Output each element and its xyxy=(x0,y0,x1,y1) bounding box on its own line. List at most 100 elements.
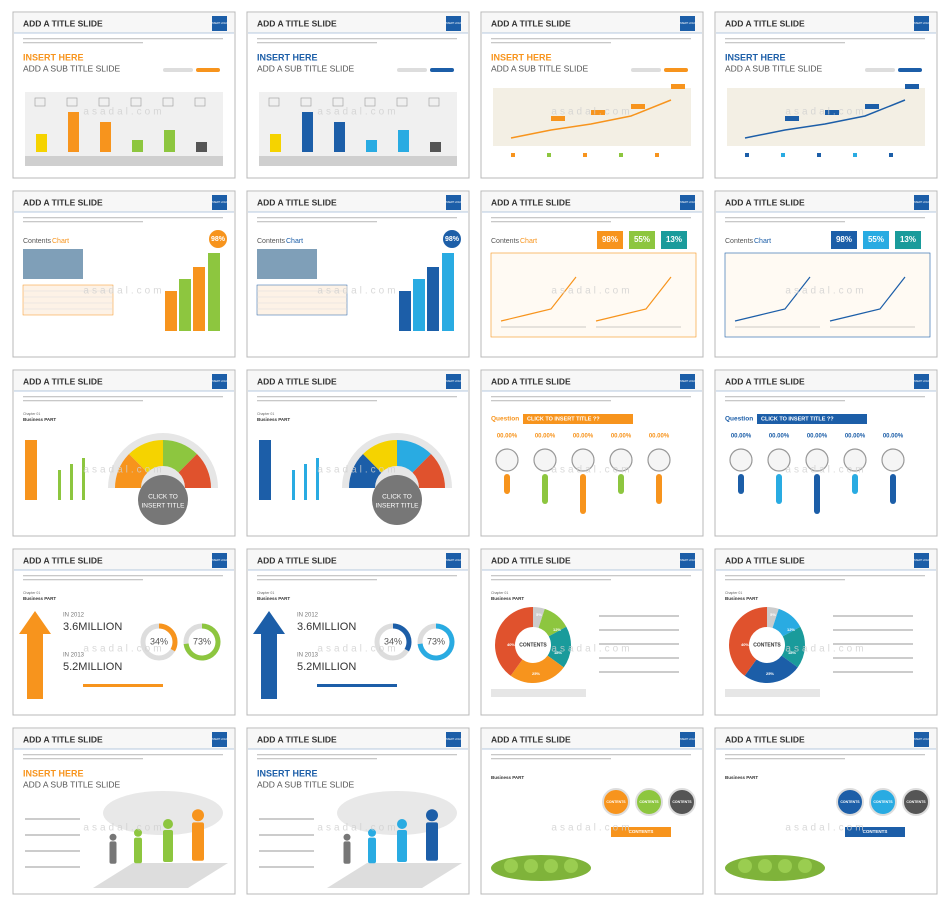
text-line xyxy=(25,866,80,868)
watermark: asadal.com xyxy=(551,644,632,655)
gauge-segment xyxy=(163,440,197,473)
slide-text: 12% xyxy=(553,627,561,632)
flag xyxy=(631,104,645,109)
slide-text: Chapter 01 xyxy=(23,591,40,595)
icon-circle xyxy=(843,448,867,472)
badge xyxy=(865,68,895,72)
icon-circle xyxy=(805,448,829,472)
logo-text: INSERT LOGO xyxy=(913,380,929,383)
table xyxy=(256,284,348,316)
slide-text: 73% xyxy=(193,636,211,646)
slide: ADD A TITLE SLIDE INSERT LOGO asadal.com Ch… xyxy=(12,548,236,716)
donut-segment xyxy=(495,607,533,676)
badge xyxy=(163,68,193,72)
slide-text: 55% xyxy=(868,235,884,244)
slide-title: ADD A TITLE SLIDE xyxy=(257,555,337,565)
slide-text: 34% xyxy=(384,636,402,646)
body-text-line xyxy=(725,758,845,760)
slide-title: ADD A TITLE SLIDE xyxy=(491,376,571,386)
watermark: asadal.com xyxy=(551,286,632,297)
body-text-line xyxy=(491,38,691,40)
watermark: asadal.com xyxy=(551,107,632,118)
bar xyxy=(68,112,79,152)
flag xyxy=(785,116,799,121)
slide: ADD A TITLE SLIDE INSERT LOGO asadal.com Qu… xyxy=(714,369,938,537)
icon xyxy=(98,97,110,107)
slide-text: Chart xyxy=(520,238,537,245)
body-text-line xyxy=(491,575,691,577)
icon xyxy=(332,97,344,107)
bar xyxy=(270,134,281,152)
chart-area xyxy=(259,92,457,158)
pea xyxy=(738,859,752,873)
flag xyxy=(671,84,685,89)
header-bg xyxy=(716,550,936,570)
slide-text: 40% xyxy=(507,642,515,647)
pill xyxy=(738,474,744,494)
pea xyxy=(758,859,772,873)
body-text-line xyxy=(23,579,143,581)
gauge-segment xyxy=(397,440,431,473)
chart-area xyxy=(25,92,223,158)
logo-text: INSERT LOGO xyxy=(679,559,695,562)
body-text-line xyxy=(23,575,223,577)
flag xyxy=(591,110,605,115)
legend-key xyxy=(817,153,821,157)
body-text-line xyxy=(257,42,377,44)
slide-text: INSERT HERE xyxy=(725,52,786,62)
text-line xyxy=(833,671,913,673)
arrow xyxy=(253,611,285,699)
icon xyxy=(428,97,440,107)
watermark: asadal.com xyxy=(317,465,398,476)
header-bg xyxy=(14,13,234,33)
badge xyxy=(831,231,857,249)
meter xyxy=(317,684,397,687)
slide-text: IN 2012 xyxy=(63,613,85,619)
slide-text: 25% xyxy=(532,671,540,676)
slide: ADD A TITLE SLIDE INSERT LOGO asadal.com Ch… xyxy=(246,369,470,537)
contents-circle xyxy=(602,788,630,816)
logo-box xyxy=(446,195,461,210)
watermark: asadal.com xyxy=(785,465,866,476)
slide-text: ADD A SUB TITLE SLIDE xyxy=(491,63,588,73)
banner xyxy=(523,414,633,424)
logo-box xyxy=(212,374,227,389)
slide-text: Contents xyxy=(23,238,52,245)
photo xyxy=(23,249,83,279)
body-text-line xyxy=(725,575,925,577)
badge xyxy=(397,68,427,72)
contents-circle xyxy=(902,788,930,816)
slide-text: 18% xyxy=(554,650,562,655)
logo-text: INSERT LOGO xyxy=(679,22,695,25)
slide: ADD A TITLE SLIDE INSERT LOGO asadal.com IN… xyxy=(246,727,470,895)
body-text-line xyxy=(23,42,143,44)
logo-box xyxy=(446,732,461,747)
ring xyxy=(393,623,412,652)
text-line xyxy=(259,818,314,820)
header-bg xyxy=(248,13,468,33)
slide: ADD A TITLE SLIDE INSERT LOGO asadal.com IN… xyxy=(12,11,236,179)
slide-text: CONTENTS xyxy=(840,800,860,804)
slide-text: INSERT HERE xyxy=(23,52,84,62)
pill xyxy=(580,474,586,514)
donut-segment xyxy=(510,655,564,683)
header-bg xyxy=(248,192,468,212)
icon-circle xyxy=(571,448,595,472)
pea xyxy=(504,859,518,873)
text-line xyxy=(599,629,679,631)
icon-circle xyxy=(729,448,753,472)
gauge-segment xyxy=(363,440,397,473)
slide-text: 5.2MILLION xyxy=(297,661,356,673)
person-head xyxy=(192,809,204,822)
body-text-line xyxy=(491,579,611,581)
pill xyxy=(542,474,548,504)
badge xyxy=(631,68,661,72)
text-line xyxy=(833,615,913,617)
slide-text: CONTENTS xyxy=(873,800,893,804)
logo-box xyxy=(212,195,227,210)
logo-box xyxy=(446,16,461,31)
watermark: asadal.com xyxy=(785,644,866,655)
slide-text: Business PART xyxy=(23,596,56,601)
flag xyxy=(551,116,565,121)
